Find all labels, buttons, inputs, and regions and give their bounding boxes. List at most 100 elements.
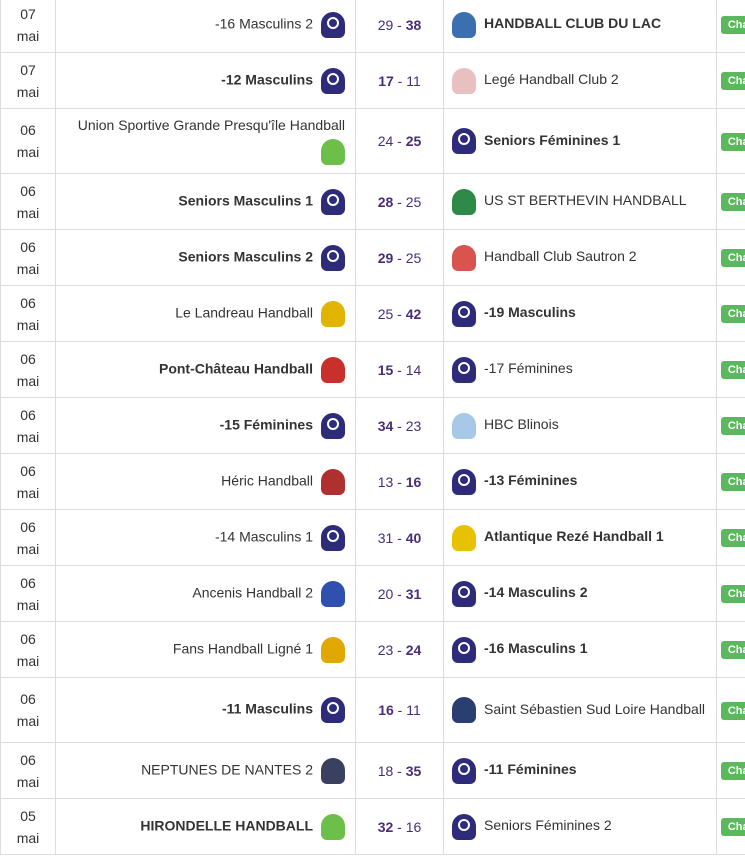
away-team-name[interactable]: Saint Sébastien Sud Loire Handball <box>484 700 706 717</box>
away-team[interactable]: -14 Masculins 2 <box>443 565 717 622</box>
home-team[interactable]: Le Landreau Handball <box>55 285 356 342</box>
home-team-name[interactable]: HIRONDELLE HANDBALL <box>140 817 313 834</box>
away-team[interactable]: Atlantique Rezé Handball 1 <box>443 509 717 566</box>
match-row[interactable]: 06 mai Pont-Château Handball 15 - 14 -17 … <box>0 341 745 398</box>
home-team[interactable]: -15 Féminines <box>55 397 356 454</box>
match-row[interactable]: 06 mai Union Sportive Grande Presqu'île H… <box>0 108 745 174</box>
championship-badge[interactable]: Champ. <box>720 585 745 603</box>
away-team-name[interactable]: -13 Féminines <box>484 472 578 489</box>
match-score[interactable]: 20 - 31 <box>355 565 444 622</box>
away-team[interactable]: -16 Masculins 1 <box>443 621 717 678</box>
away-team[interactable]: Legé Handball Club 2 <box>443 52 717 109</box>
home-team[interactable]: Union Sportive Grande Presqu'île Handbal… <box>55 108 356 174</box>
match-score[interactable]: 29 - 25 <box>355 229 444 286</box>
away-team[interactable]: Saint Sébastien Sud Loire Handball <box>443 677 717 743</box>
home-team[interactable]: HIRONDELLE HANDBALL <box>55 798 356 855</box>
home-team-name[interactable]: -11 Masculins <box>221 700 313 717</box>
away-team[interactable]: -17 Féminines <box>443 341 717 398</box>
away-team[interactable]: US ST BERTHEVIN HANDBALL <box>443 173 717 230</box>
away-team-name[interactable]: HBC Blinois <box>484 416 559 433</box>
match-row[interactable]: 06 mai Fans Handball Ligné 1 23 - 24 -16 … <box>0 621 745 678</box>
match-row[interactable]: 06 mai Le Landreau Handball 25 - 42 -19 M… <box>0 285 745 342</box>
home-team-name[interactable]: Union Sportive Grande Presqu'île Handbal… <box>77 117 345 133</box>
home-team[interactable]: -16 Masculins 2 <box>55 0 356 53</box>
home-team[interactable]: Héric Handball <box>55 453 356 510</box>
away-team-name[interactable]: -19 Masculins <box>484 304 576 321</box>
match-row[interactable]: 06 mai Héric Handball 13 - 16 -13 Féminin… <box>0 453 745 510</box>
match-score[interactable]: 17 - 11 <box>355 52 444 109</box>
championship-badge[interactable]: Champ. <box>720 72 745 90</box>
home-team[interactable]: Seniors Masculins 2 <box>55 229 356 286</box>
match-row[interactable]: 05 mai HIRONDELLE HANDBALL 32 - 16 Senior… <box>0 798 745 855</box>
championship-badge[interactable]: Champ. <box>720 701 745 720</box>
away-team-name[interactable]: Seniors Féminines 2 <box>484 817 612 834</box>
home-team[interactable]: Pont-Château Handball <box>55 341 356 398</box>
championship-badge[interactable]: Champ. <box>720 473 745 491</box>
home-team-name[interactable]: -14 Masculins 1 <box>214 528 313 545</box>
championship-badge[interactable]: Champ. <box>720 16 745 34</box>
match-score[interactable]: 29 - 38 <box>355 0 444 53</box>
championship-badge[interactable]: Champ. <box>720 132 745 151</box>
match-score[interactable]: 34 - 23 <box>355 397 444 454</box>
home-team[interactable]: -14 Masculins 1 <box>55 509 356 566</box>
championship-badge[interactable]: Champ. <box>720 305 745 323</box>
championship-badge[interactable]: Champ. <box>720 818 745 836</box>
away-team[interactable]: -13 Féminines <box>443 453 717 510</box>
away-team-name[interactable]: -17 Féminines <box>484 360 573 377</box>
home-team[interactable]: Seniors Masculins 1 <box>55 173 356 230</box>
away-team[interactable]: Seniors Féminines 1 <box>443 108 717 174</box>
championship-badge[interactable]: Champ. <box>720 762 745 780</box>
home-team-name[interactable]: Seniors Masculins 1 <box>178 192 313 209</box>
match-row[interactable]: 06 mai Ancenis Handball 2 20 - 31 -14 Mas… <box>0 565 745 622</box>
match-row[interactable]: 06 mai NEPTUNES DE NANTES 2 18 - 35 -11 F… <box>0 742 745 799</box>
home-team-name[interactable]: -15 Féminines <box>219 416 313 433</box>
home-team-name[interactable]: Le Landreau Handball <box>175 304 313 321</box>
away-team-name[interactable]: HANDBALL CLUB DU LAC <box>484 15 662 32</box>
match-score[interactable]: 32 - 16 <box>355 798 444 855</box>
home-team-name[interactable]: NEPTUNES DE NANTES 2 <box>141 761 313 778</box>
away-team-name[interactable]: Seniors Féminines 1 <box>484 131 621 148</box>
home-team-name[interactable]: Fans Handball Ligné 1 <box>172 640 313 657</box>
match-row[interactable]: 06 mai -11 Masculins 16 - 11 Saint Sébast… <box>0 677 745 743</box>
away-team-name[interactable]: US ST BERTHEVIN HANDBALL <box>484 192 687 209</box>
away-team-name[interactable]: -11 Féminines <box>484 761 577 778</box>
match-score[interactable]: 23 - 24 <box>355 621 444 678</box>
championship-badge[interactable]: Champ. <box>720 529 745 547</box>
home-team[interactable]: NEPTUNES DE NANTES 2 <box>55 742 356 799</box>
away-team-name[interactable]: Handball Club Sautron 2 <box>484 248 637 265</box>
match-row[interactable]: 06 mai -14 Masculins 1 31 - 40 Atlantique… <box>0 509 745 566</box>
away-team[interactable]: HBC Blinois <box>443 397 717 454</box>
home-team-name[interactable]: Héric Handball <box>221 472 313 489</box>
home-team-name[interactable]: -12 Masculins <box>221 71 313 88</box>
match-score[interactable]: 15 - 14 <box>355 341 444 398</box>
away-team-name[interactable]: Atlantique Rezé Handball 1 <box>484 528 664 545</box>
match-score[interactable]: 18 - 35 <box>355 742 444 799</box>
away-team[interactable]: Seniors Féminines 2 <box>443 798 717 855</box>
home-team[interactable]: -12 Masculins <box>55 52 356 109</box>
championship-badge[interactable]: Champ. <box>720 361 745 379</box>
home-team-name[interactable]: Pont-Château Handball <box>158 360 313 377</box>
match-row[interactable]: 06 mai -15 Féminines 34 - 23 HBC Blinois … <box>0 397 745 454</box>
away-team-name[interactable]: -16 Masculins 1 <box>484 640 588 657</box>
away-team[interactable]: HANDBALL CLUB DU LAC <box>443 0 717 53</box>
match-score[interactable]: 31 - 40 <box>355 509 444 566</box>
away-team[interactable]: Handball Club Sautron 2 <box>443 229 717 286</box>
match-row[interactable]: 06 mai Seniors Masculins 2 29 - 25 Handba… <box>0 229 745 286</box>
match-score[interactable]: 13 - 16 <box>355 453 444 510</box>
away-team[interactable]: -11 Féminines <box>443 742 717 799</box>
home-team[interactable]: Ancenis Handball 2 <box>55 565 356 622</box>
match-score[interactable]: 25 - 42 <box>355 285 444 342</box>
home-team-name[interactable]: Ancenis Handball 2 <box>192 584 313 601</box>
match-score[interactable]: 28 - 25 <box>355 173 444 230</box>
championship-badge[interactable]: Champ. <box>720 249 745 267</box>
home-team[interactable]: Fans Handball Ligné 1 <box>55 621 356 678</box>
match-score[interactable]: 24 - 25 <box>355 108 444 174</box>
away-team-name[interactable]: Legé Handball Club 2 <box>484 71 619 88</box>
championship-badge[interactable]: Champ. <box>720 641 745 659</box>
home-team-name[interactable]: -16 Masculins 2 <box>214 15 313 32</box>
home-team[interactable]: -11 Masculins <box>55 677 356 743</box>
match-row[interactable]: 06 mai Seniors Masculins 1 28 - 25 US ST … <box>0 173 745 230</box>
match-row[interactable]: 07 mai -16 Masculins 2 29 - 38 HANDBALL C… <box>0 0 745 53</box>
match-score[interactable]: 16 - 11 <box>355 677 444 743</box>
championship-badge[interactable]: Champ. <box>720 417 745 435</box>
